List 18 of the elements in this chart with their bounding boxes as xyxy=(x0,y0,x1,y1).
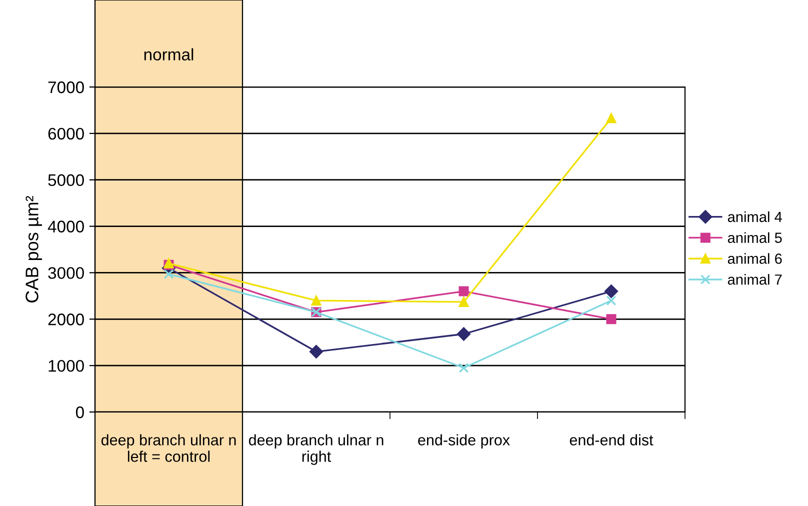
x-tick-label: end-side prox xyxy=(418,434,510,448)
band-label: normal xyxy=(144,48,194,60)
legend-label: animal 6 xyxy=(728,253,782,264)
x-tick-label: deep branch ulnar n left = control xyxy=(101,434,236,462)
legend-label: animal 4 xyxy=(728,211,782,222)
y-tick-label: 3000 xyxy=(48,267,84,279)
y-tick-label: 1000 xyxy=(48,360,84,372)
y-axis-title: CAB pos µm² xyxy=(26,196,42,302)
y-tick-label: 5000 xyxy=(48,174,84,186)
y-tick-label: 6000 xyxy=(48,128,84,140)
y-tick-label: 0 xyxy=(76,406,84,418)
x-tick-label: deep branch ulnar n right xyxy=(248,434,384,465)
y-tick-label: 7000 xyxy=(48,81,84,94)
y-tick-label: 2000 xyxy=(48,314,84,326)
legend-label: animal 7 xyxy=(728,274,782,285)
y-tick-label: 4000 xyxy=(48,220,84,232)
x-tick-label: end-end dist xyxy=(570,434,654,446)
legend-label: animal 5 xyxy=(728,232,782,243)
